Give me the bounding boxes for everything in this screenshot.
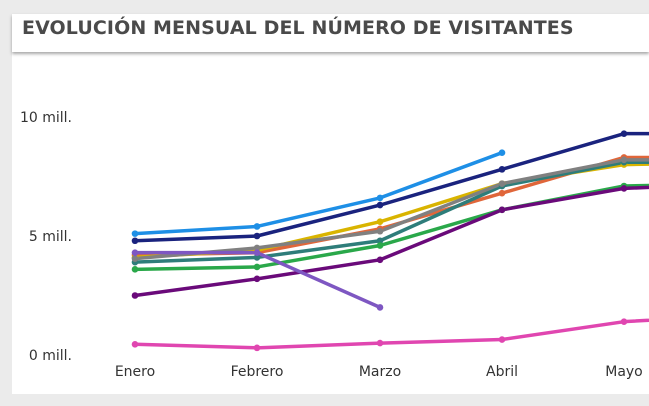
data-point xyxy=(376,194,384,202)
data-point xyxy=(253,223,261,230)
series-line-6 xyxy=(133,158,649,261)
data-point xyxy=(620,185,628,192)
data-point xyxy=(498,166,506,173)
series-line-8 xyxy=(133,185,649,298)
x-tick-label: Abril xyxy=(486,364,518,380)
data-point xyxy=(131,266,139,273)
series-line-5 xyxy=(133,160,649,264)
data-point xyxy=(498,189,506,197)
data-point xyxy=(498,149,506,156)
x-axis: EneroFebreroMarzoAbrilMayoJunio xyxy=(115,364,643,380)
data-point xyxy=(376,339,384,347)
data-point xyxy=(253,244,261,252)
data-point xyxy=(620,318,628,325)
y-tick-label: 5 mill. xyxy=(29,229,72,245)
data-point xyxy=(376,304,384,311)
x-tick-label: Enero xyxy=(115,364,155,380)
data-point xyxy=(131,255,139,262)
chart-title: EVOLUCIÓN MENSUAL DEL NÚMERO DE VISITANT… xyxy=(22,17,574,39)
data-point xyxy=(498,336,506,343)
x-tick-label: Febrero xyxy=(231,364,284,380)
x-tick-label: Marzo xyxy=(359,364,401,380)
data-point xyxy=(131,237,139,245)
data-point xyxy=(620,156,628,164)
data-point xyxy=(253,344,261,352)
series-points xyxy=(131,130,628,352)
series-line-1 xyxy=(133,150,504,236)
x-tick-label: Mayo xyxy=(605,364,643,380)
data-point xyxy=(131,249,139,256)
series-line-7 xyxy=(133,183,649,272)
series-line-2 xyxy=(133,131,649,243)
data-point xyxy=(376,242,384,249)
data-point xyxy=(131,230,139,237)
data-point xyxy=(620,130,628,137)
data-point xyxy=(376,227,384,235)
data-point xyxy=(253,232,261,240)
data-point xyxy=(253,263,261,271)
data-point xyxy=(253,249,261,256)
y-tick-label: 10 mill. xyxy=(20,110,72,126)
data-point xyxy=(376,237,384,245)
chart-title-bar: EVOLUCIÓN MENSUAL DEL NÚMERO DE VISITANT… xyxy=(12,14,649,52)
y-axis: 0 mill. 5 mill. 10 mill. xyxy=(20,110,72,364)
data-point xyxy=(376,201,384,209)
data-point xyxy=(253,275,261,283)
data-point xyxy=(498,206,506,214)
data-point xyxy=(253,254,261,261)
series-lines xyxy=(133,131,649,350)
data-point xyxy=(131,340,139,348)
y-tick-label: 0 mill. xyxy=(29,348,72,364)
data-point xyxy=(498,180,506,187)
data-point xyxy=(376,218,384,226)
data-point xyxy=(376,256,384,264)
series-line-10 xyxy=(133,318,649,350)
data-point xyxy=(131,292,139,299)
